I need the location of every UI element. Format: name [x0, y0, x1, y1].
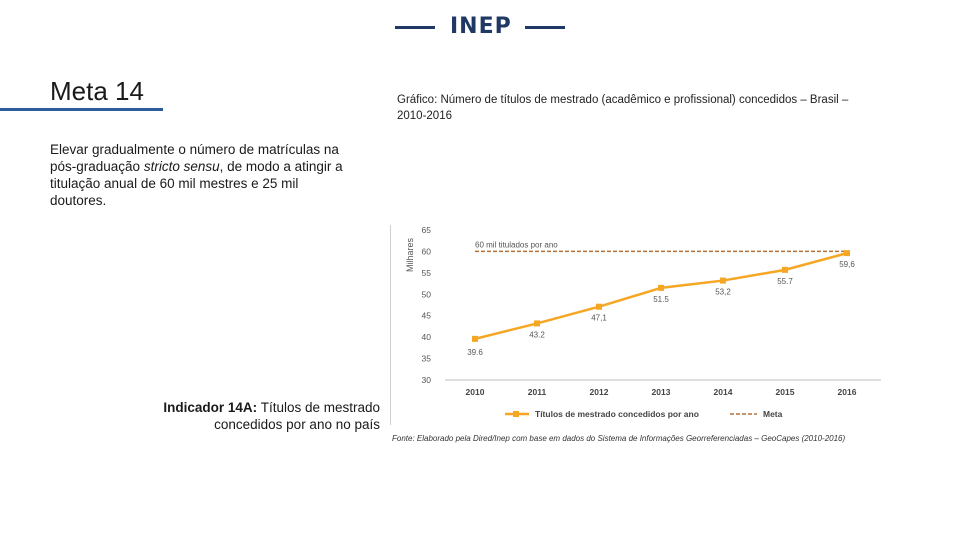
- legend-label-titles: Títulos de mestrado concedidos por ano: [535, 409, 699, 419]
- logo-line-left: [395, 26, 435, 29]
- y-tick-label: 35: [422, 354, 432, 364]
- y-tick-label: 65: [422, 225, 432, 235]
- y-tick-label: 45: [422, 311, 432, 321]
- data-label: 47,1: [591, 314, 607, 323]
- y-tick-label: 55: [422, 268, 432, 278]
- x-tick-label: 2010: [466, 387, 485, 397]
- data-point: [596, 303, 602, 310]
- data-label: 43.2: [529, 330, 545, 339]
- x-tick-label: 2015: [776, 387, 795, 397]
- data-label: 39.6: [467, 348, 483, 357]
- data-point: [534, 320, 540, 327]
- divider-line: [390, 225, 391, 425]
- data-label: 59,6: [839, 260, 855, 269]
- data-point: [658, 284, 664, 291]
- chart-caption: Gráfico: Número de títulos de mestrado (…: [397, 94, 849, 122]
- source-note: Fonte: Elaborado pela Dired/Inep com bas…: [392, 434, 846, 443]
- data-point: [720, 277, 726, 284]
- data-point: [782, 266, 788, 273]
- x-tick-label: 2012: [590, 387, 609, 397]
- inep-logo: INEP: [395, 14, 565, 40]
- meta-text-after: , de modo a atingir a titulação anual de…: [50, 159, 343, 208]
- meta-title: Meta 14: [50, 76, 144, 106]
- logo-line-right: [525, 26, 565, 29]
- data-label: 51.5: [653, 295, 669, 304]
- meta-text-italic: stricto sensu: [143, 159, 220, 174]
- meta-description: Elevar gradualmente o número de matrícul…: [50, 141, 350, 209]
- y-tick-label: 40: [422, 332, 432, 342]
- y-axis-label: Milhares: [405, 237, 415, 272]
- x-tick-label: 2011: [528, 387, 547, 397]
- meta-text-before: Elevar gradualmente o número de matrícul…: [50, 142, 339, 174]
- y-tick-label: 50: [422, 289, 432, 299]
- y-tick-label: 30: [422, 375, 432, 385]
- legend-marker-titles: [513, 411, 519, 417]
- data-point: [472, 335, 478, 342]
- x-tick-label: 2014: [714, 387, 733, 397]
- x-tick-label: 2016: [838, 387, 857, 397]
- line-chart: Milhares 30 35 40 45 50 55 60 65 2010 2011 2012 2013…: [405, 225, 881, 419]
- y-tick-label: 60: [422, 246, 432, 256]
- meta-annotation: 60 mil titulados por ano: [475, 240, 558, 249]
- data-label: 53,2: [715, 288, 731, 297]
- data-label: 55.7: [777, 277, 793, 286]
- legend-label-meta: Meta: [763, 409, 783, 419]
- x-tick-label: 2013: [652, 387, 671, 397]
- indicator-text: Indicador 14A: Títulos de mestrado conce…: [120, 399, 380, 433]
- meta-underline: [0, 108, 163, 111]
- indicator-description: Títulos de mestrado concedidos por ano n…: [214, 400, 380, 432]
- logo-text: INEP: [450, 14, 512, 39]
- indicator-label: Indicador 14A:: [163, 400, 258, 415]
- data-point: [844, 250, 850, 257]
